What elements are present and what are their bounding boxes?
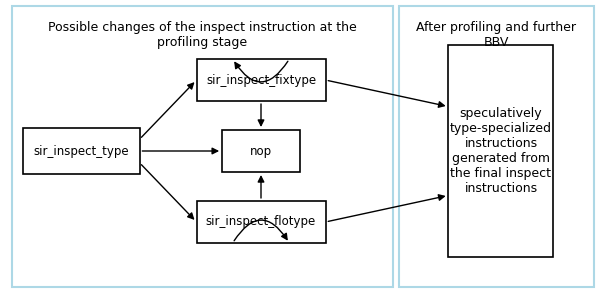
Bar (399, 6, 594, 287)
Text: Possible changes of the inspect instruction at the
profiling stage: Possible changes of the inspect instruct… (48, 21, 357, 49)
Text: After profiling and further
BBV: After profiling and further BBV (416, 21, 577, 49)
Text: nop: nop (250, 144, 272, 158)
Text: sir_inspect_type: sir_inspect_type (33, 144, 129, 158)
Text: speculatively
type-specialized
instructions
generated from
the final inspect
ins: speculatively type-specialized instructi… (450, 107, 552, 195)
Bar (197, 201, 325, 243)
Bar (222, 130, 300, 172)
Text: sir_inspect_flotype: sir_inspect_flotype (206, 215, 316, 229)
Bar (197, 59, 325, 101)
Bar (23, 127, 139, 175)
Text: sir_inspect_fixtype: sir_inspect_fixtype (206, 73, 316, 87)
Bar (12, 6, 393, 287)
Bar (448, 45, 553, 257)
